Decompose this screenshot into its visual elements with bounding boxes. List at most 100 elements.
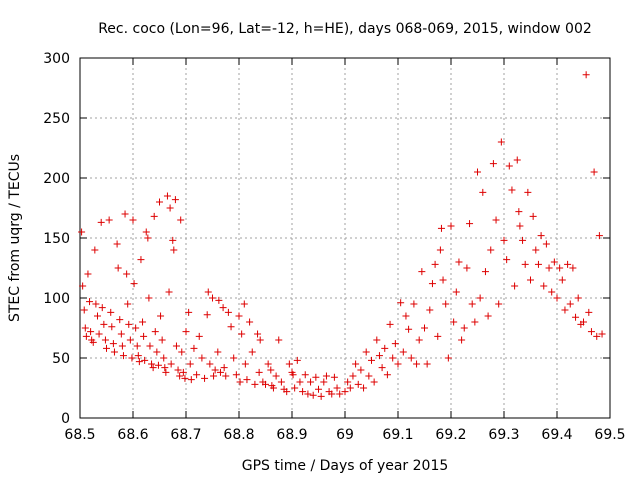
data-point <box>145 294 153 302</box>
data-point <box>378 364 386 372</box>
data-point <box>322 372 330 380</box>
data-point <box>481 268 489 276</box>
data-point <box>137 256 145 264</box>
data-point <box>476 294 484 302</box>
data-point <box>118 342 126 350</box>
data-point <box>230 354 238 362</box>
data-point <box>587 328 595 336</box>
data-point <box>91 246 99 254</box>
data-point <box>437 224 445 232</box>
data-point <box>450 318 458 326</box>
data-point <box>537 232 545 240</box>
data-point <box>181 374 189 382</box>
x-tick-label: 68.9 <box>276 427 307 443</box>
data-point <box>370 378 378 386</box>
data-point <box>574 294 582 302</box>
data-point <box>108 323 116 331</box>
data-point <box>133 342 141 350</box>
data-point <box>524 188 532 196</box>
data-point <box>516 222 524 230</box>
data-point <box>397 299 405 307</box>
data-point <box>256 336 264 344</box>
data-point <box>179 368 187 376</box>
data-point <box>248 348 256 356</box>
data-point <box>289 371 297 379</box>
data-point <box>177 216 185 224</box>
data-point <box>421 324 428 332</box>
data-point <box>238 330 246 338</box>
data-point <box>227 323 235 331</box>
data-point <box>550 258 558 266</box>
data-point <box>267 366 275 374</box>
data-point <box>110 348 118 356</box>
data-point <box>113 240 121 248</box>
data-point <box>105 216 113 224</box>
data-point <box>235 312 243 320</box>
data-point <box>157 312 165 320</box>
data-point <box>251 380 259 388</box>
data-point <box>444 354 452 362</box>
data-point <box>296 378 304 386</box>
data-point <box>564 260 572 268</box>
data-point <box>100 320 108 328</box>
data-point <box>79 282 87 290</box>
data-point <box>362 348 370 356</box>
data-point <box>320 378 328 386</box>
data-point <box>394 360 402 368</box>
data-point <box>561 306 569 314</box>
data-point <box>236 378 244 386</box>
data-point <box>508 186 516 194</box>
data-point <box>426 306 434 314</box>
data-point <box>135 358 143 366</box>
data-point <box>130 280 138 288</box>
data-point <box>81 324 89 332</box>
data-point <box>215 296 223 304</box>
data-point <box>489 160 497 168</box>
data-point <box>291 384 299 392</box>
data-point <box>317 392 325 400</box>
data-point <box>165 288 173 296</box>
data-point <box>375 352 383 360</box>
data-point <box>240 300 248 308</box>
data-point <box>413 360 421 368</box>
y-tick-label: 50 <box>52 351 70 367</box>
data-point <box>246 318 254 326</box>
data-point <box>126 336 134 344</box>
data-point <box>285 360 293 368</box>
data-point <box>206 360 214 368</box>
data-point <box>529 212 537 220</box>
data-point <box>548 288 556 296</box>
data-point <box>492 216 500 224</box>
data-point <box>500 236 508 244</box>
data-point <box>434 332 442 340</box>
data-point <box>89 338 97 346</box>
data-point <box>93 312 101 320</box>
data-point <box>336 390 344 398</box>
data-point <box>146 342 154 350</box>
data-point <box>148 360 156 368</box>
data-point <box>569 264 577 272</box>
data-point <box>114 264 122 272</box>
data-point <box>455 258 463 266</box>
data-point <box>144 234 152 242</box>
data-point <box>269 384 277 392</box>
data-point <box>407 354 415 362</box>
data-point <box>556 264 564 272</box>
data-point <box>141 356 149 364</box>
data-point <box>161 364 169 372</box>
x-tick-label: 68.5 <box>64 427 95 443</box>
data-point <box>558 276 566 284</box>
data-point <box>439 276 447 284</box>
chart-title: Rec. coco (Lon=96, Lat=-12, h=HE), days … <box>98 21 592 37</box>
data-point <box>598 330 606 338</box>
x-tick-label: 69.4 <box>541 427 572 443</box>
data-point <box>210 372 218 380</box>
data-point <box>254 330 262 338</box>
data-point <box>466 220 474 228</box>
data-point <box>107 308 115 316</box>
data-point <box>521 260 529 268</box>
x-tick-label: 68.6 <box>117 427 148 443</box>
gridlines <box>80 58 610 418</box>
data-point <box>428 280 436 288</box>
data-point <box>484 312 492 320</box>
